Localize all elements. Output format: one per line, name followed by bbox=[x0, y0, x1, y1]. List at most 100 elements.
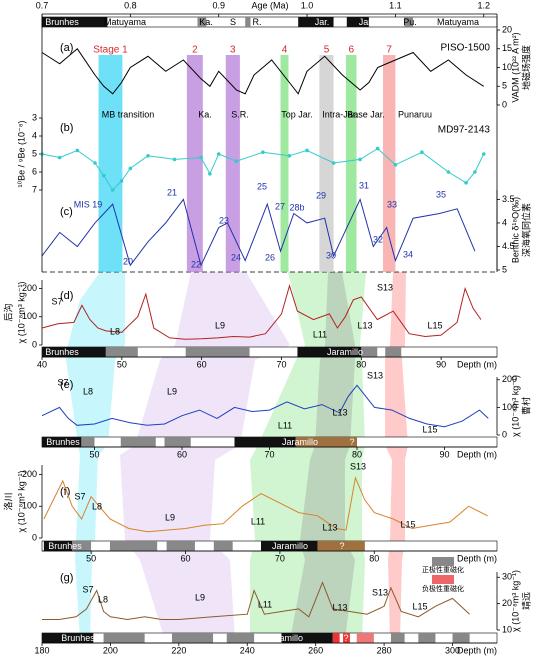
polarity-segment bbox=[281, 633, 333, 643]
x-tick-label: 50 bbox=[86, 553, 96, 563]
mis-label: 31 bbox=[359, 180, 369, 190]
y-tick-label: 6 bbox=[32, 166, 37, 176]
panel-label: (d) bbox=[60, 290, 73, 302]
stage-band bbox=[383, 55, 396, 272]
polarity-segment bbox=[226, 633, 255, 643]
y-tick-label: 200 bbox=[502, 374, 517, 384]
layer-label: S7 bbox=[74, 491, 85, 501]
layer-label: S13 bbox=[350, 461, 366, 471]
event-label: MB transition bbox=[102, 109, 155, 119]
polarity-label: Matuyama bbox=[104, 17, 146, 27]
polarity-label: ? bbox=[343, 633, 348, 643]
mis-label: 22 bbox=[191, 259, 201, 269]
panel-label: (g) bbox=[60, 572, 73, 584]
polarity-label: Ka. bbox=[199, 17, 213, 27]
event-label: S.R. bbox=[231, 109, 249, 119]
polarity-label: ? bbox=[349, 437, 354, 447]
stage-band bbox=[280, 55, 289, 272]
x-tick-label: 220 bbox=[171, 645, 186, 655]
layer-label: L9 bbox=[167, 386, 177, 396]
y-tick-label: 100 bbox=[502, 402, 517, 412]
polarity-segment bbox=[356, 633, 374, 643]
x-tick-label: 50 bbox=[89, 449, 99, 459]
stage-label: Stage 1 bbox=[93, 45, 128, 56]
y-tick-label: 200 bbox=[22, 283, 37, 293]
polarity-segment bbox=[42, 437, 82, 447]
y-tick-label: 3 bbox=[32, 112, 37, 122]
age-tick-label: 1.2 bbox=[477, 0, 490, 10]
y-axis-label: χ (10⁻⁸m³ kg⁻¹) bbox=[16, 281, 26, 343]
stage-label: 2 bbox=[192, 45, 198, 56]
polarity-segment bbox=[105, 347, 138, 357]
layer-label: S13 bbox=[367, 370, 383, 380]
layer-label: S7 bbox=[82, 584, 93, 594]
x-axis-label: Depth (m) bbox=[457, 449, 497, 459]
data-point bbox=[57, 155, 62, 160]
legend-box-normal bbox=[432, 557, 454, 566]
stage-label: 5 bbox=[324, 45, 330, 56]
x-tick-label: 260 bbox=[308, 645, 323, 655]
x-tick-label: 240 bbox=[240, 645, 255, 655]
site-label: 深海氧同位素 bbox=[520, 203, 531, 257]
data-point bbox=[146, 154, 150, 158]
data-point bbox=[110, 188, 115, 192]
x-tick-label: 90 bbox=[439, 449, 449, 459]
panel-label: (f) bbox=[60, 486, 70, 498]
data-point bbox=[331, 161, 336, 165]
y-tick-label: 5 bbox=[32, 148, 37, 158]
data-point bbox=[358, 157, 362, 162]
legend-normal: 正极性重磁化 bbox=[422, 565, 464, 574]
layer-label: S7 bbox=[51, 296, 62, 306]
site-label: 靖远 bbox=[520, 592, 531, 610]
x-tick-label: 90 bbox=[436, 359, 446, 369]
mis-label: 27 bbox=[275, 201, 285, 211]
data-line bbox=[41, 197, 476, 267]
polarity-label: Jar. bbox=[359, 17, 374, 27]
y-tick-label: 5 bbox=[502, 264, 507, 274]
legend-box-reverse bbox=[432, 575, 454, 584]
polarity-segment bbox=[390, 633, 405, 643]
x-tick-label: 60 bbox=[177, 449, 187, 459]
x-tick-label: 60 bbox=[197, 359, 207, 369]
y-tick-label: 4 bbox=[32, 130, 37, 140]
x-tick-label: 70 bbox=[276, 359, 286, 369]
layer-label: L11 bbox=[313, 329, 327, 339]
polarity-segment bbox=[103, 633, 145, 643]
y-tick-label: 0 bbox=[32, 339, 37, 349]
layer-label: L8 bbox=[92, 501, 102, 511]
polarity-label: Jar. bbox=[315, 17, 330, 27]
x-tick-label: 280 bbox=[377, 645, 392, 655]
mis-label: 34 bbox=[403, 249, 413, 259]
layer-label: L13 bbox=[322, 522, 337, 532]
layer-label: L8 bbox=[110, 326, 120, 336]
layer-label: L15 bbox=[400, 519, 415, 529]
data-point bbox=[375, 146, 380, 151]
y-tick-label: 100 bbox=[22, 501, 37, 511]
polarity-label: ? bbox=[339, 541, 344, 551]
polarity-segment bbox=[245, 17, 251, 27]
mis-label: 23 bbox=[219, 215, 229, 225]
legend-reverse: 负极性重磁化 bbox=[422, 584, 464, 593]
layer-label: L13 bbox=[332, 602, 347, 612]
polarity-segment bbox=[385, 347, 402, 357]
polarity-segment bbox=[172, 633, 214, 643]
event-label: Base Jar. bbox=[347, 109, 385, 119]
mis-label: 28b bbox=[289, 202, 304, 212]
y-axis-label: VADM (10²² A m²) bbox=[510, 32, 520, 102]
y-tick-label: 0 bbox=[502, 99, 507, 109]
stage-band bbox=[98, 55, 123, 272]
y-axis-label: Benthic δ¹⁸O(‰) bbox=[510, 197, 520, 263]
polarity-segment bbox=[72, 541, 92, 551]
x-tick-label: 200 bbox=[103, 645, 118, 655]
layer-label: L9 bbox=[165, 512, 175, 522]
y-tick-label: 10 bbox=[502, 62, 512, 72]
x-tick-label: 80 bbox=[369, 553, 379, 563]
polarity-segment bbox=[120, 437, 156, 447]
x-tick-label: 180 bbox=[34, 645, 49, 655]
y-tick-label: 20 bbox=[502, 24, 512, 34]
age-axis-label: Age (Ma) bbox=[251, 0, 288, 10]
stage-band bbox=[345, 55, 357, 272]
data-point bbox=[287, 154, 292, 158]
layer-label: S13 bbox=[372, 587, 388, 597]
